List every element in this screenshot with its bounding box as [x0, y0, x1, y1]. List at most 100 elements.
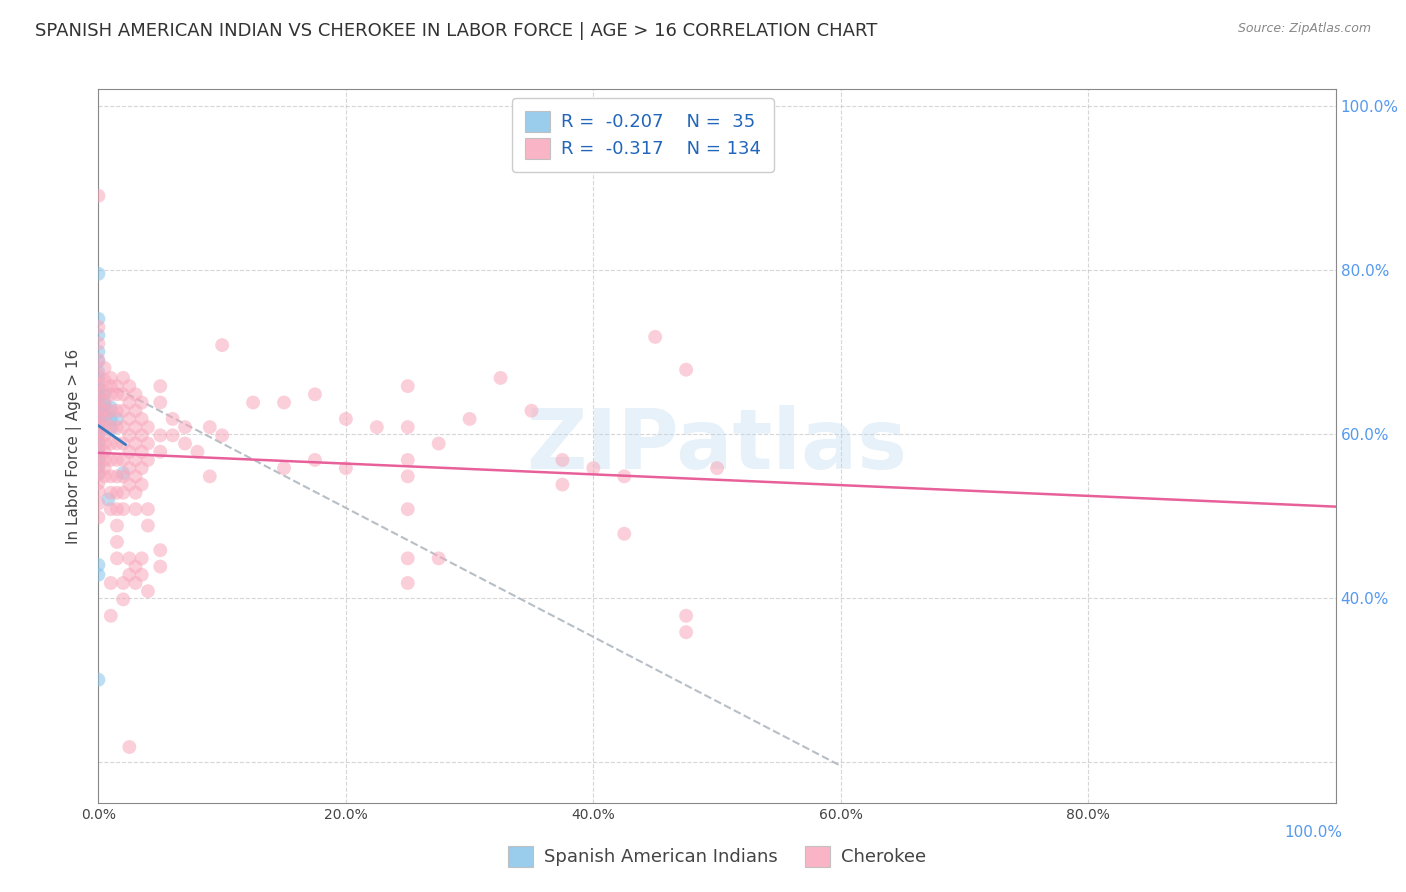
Point	[112, 502, 135, 516]
Point	[87, 475, 110, 490]
Point	[87, 423, 110, 437]
Point	[186, 444, 208, 458]
Point	[112, 576, 135, 591]
Point	[551, 477, 574, 491]
Point	[87, 267, 110, 281]
Point	[93, 393, 115, 408]
Point	[105, 403, 128, 417]
Point	[118, 477, 141, 491]
Point	[124, 420, 146, 434]
Point	[87, 418, 110, 433]
Point	[124, 469, 146, 483]
Point	[100, 608, 122, 623]
Point	[100, 485, 122, 500]
Point	[100, 412, 122, 426]
Point	[211, 338, 233, 352]
Point	[118, 551, 141, 566]
Point	[87, 459, 110, 474]
Point	[131, 567, 153, 582]
Point	[93, 436, 115, 450]
Point	[87, 387, 110, 401]
Point	[149, 543, 172, 558]
Point	[100, 423, 122, 437]
Point	[93, 409, 115, 423]
Point	[105, 436, 128, 450]
Point	[87, 558, 110, 572]
Point	[124, 387, 146, 401]
Point	[396, 379, 419, 393]
Point	[100, 387, 122, 401]
Point	[112, 436, 135, 450]
Point	[174, 420, 197, 434]
Point	[613, 469, 636, 483]
Point	[706, 461, 728, 475]
Point	[87, 466, 110, 480]
Point	[118, 395, 141, 409]
Point	[93, 384, 115, 398]
Point	[136, 518, 159, 533]
Point	[87, 311, 110, 326]
Point	[93, 373, 115, 387]
Point	[87, 451, 110, 466]
Point	[100, 469, 122, 483]
Point	[87, 428, 110, 442]
Point	[124, 559, 146, 574]
Point	[87, 377, 110, 392]
Point	[105, 420, 128, 434]
Point	[118, 428, 141, 442]
Point	[87, 426, 110, 441]
Point	[131, 551, 153, 566]
Legend: Spanish American Indians, Cherokee: Spanish American Indians, Cherokee	[499, 837, 935, 876]
Point	[136, 436, 159, 450]
Point	[87, 365, 110, 379]
Point	[174, 436, 197, 450]
Point	[100, 401, 122, 415]
Point	[87, 320, 110, 334]
Point	[100, 436, 122, 450]
Point	[124, 502, 146, 516]
Point	[396, 469, 419, 483]
Point	[273, 395, 295, 409]
Point	[87, 328, 110, 343]
Point	[427, 551, 450, 566]
Point	[87, 453, 110, 467]
Point	[118, 379, 141, 393]
Point	[87, 443, 110, 458]
Point	[149, 444, 172, 458]
Point	[131, 395, 153, 409]
Point	[100, 420, 122, 434]
Point	[112, 403, 135, 417]
Point	[87, 496, 110, 510]
Point	[520, 403, 543, 417]
Point	[105, 412, 128, 426]
Point	[87, 373, 110, 387]
Point	[149, 395, 172, 409]
Point	[131, 477, 153, 491]
Point	[105, 535, 128, 549]
Point	[304, 453, 326, 467]
Text: Source: ZipAtlas.com: Source: ZipAtlas.com	[1237, 22, 1371, 36]
Point	[93, 398, 115, 412]
Point	[105, 379, 128, 393]
Point	[87, 417, 110, 431]
Point	[396, 551, 419, 566]
Point	[87, 410, 110, 425]
Point	[87, 189, 110, 203]
Point	[100, 371, 122, 385]
Point	[136, 502, 159, 516]
Point	[675, 625, 697, 640]
Point	[112, 485, 135, 500]
Point	[100, 379, 122, 393]
Point	[87, 447, 110, 461]
Point	[87, 442, 110, 456]
Point	[124, 403, 146, 417]
Point	[87, 434, 110, 449]
Point	[87, 336, 110, 351]
Point	[304, 387, 326, 401]
Point	[87, 354, 110, 368]
Point	[87, 410, 110, 425]
Point	[131, 412, 153, 426]
Point	[273, 461, 295, 475]
Point	[87, 459, 110, 474]
Point	[118, 739, 141, 754]
